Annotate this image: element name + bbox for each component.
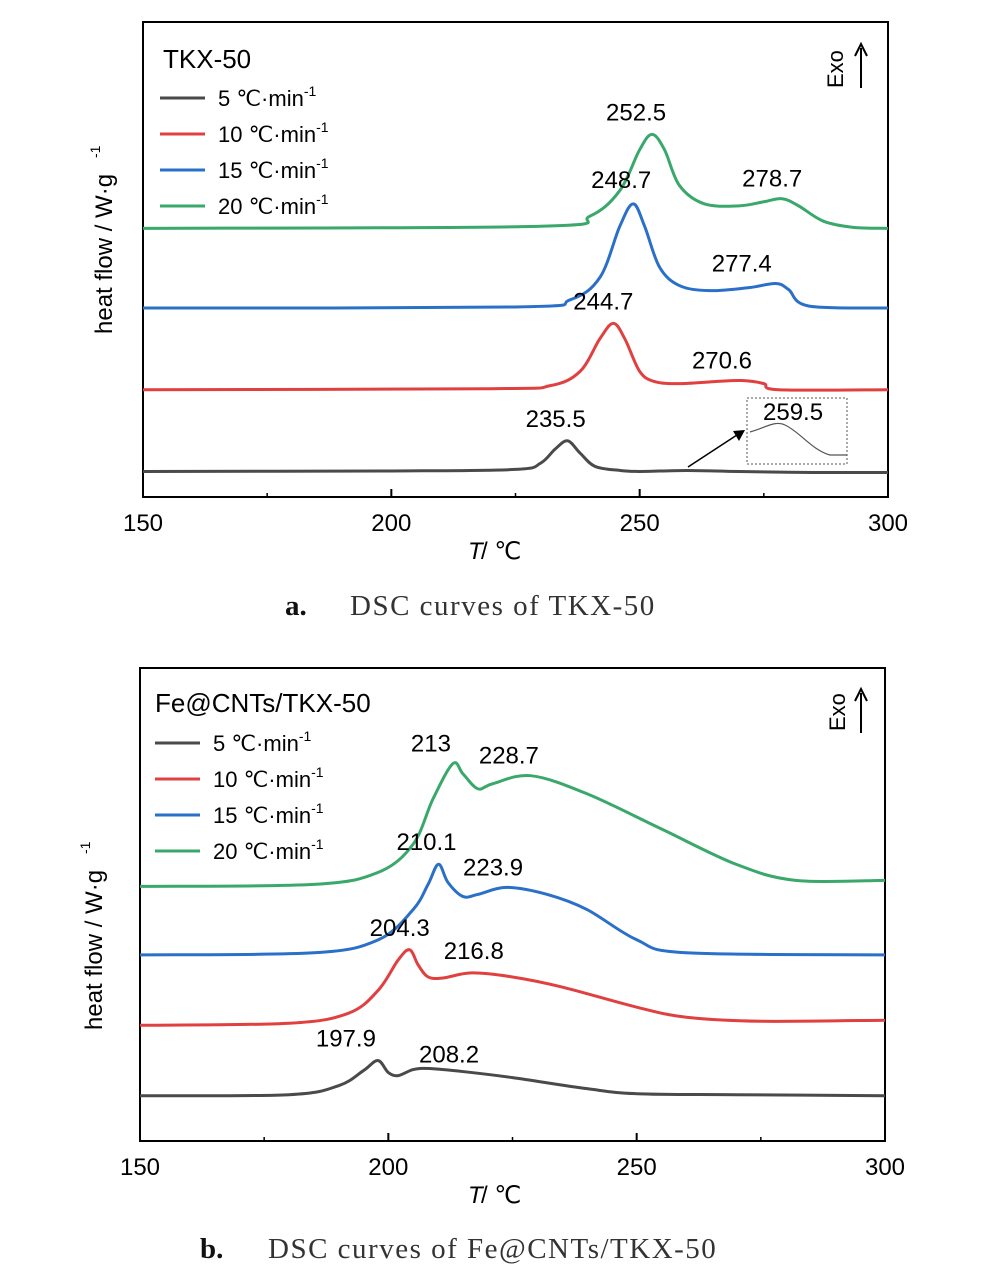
y-axis-label: heat flow / W·g -1 bbox=[77, 841, 108, 1030]
exo-arrow-head-icon bbox=[854, 41, 868, 57]
legend-entry: 15 ℃·min-1 bbox=[213, 800, 324, 828]
peak-label: 248.7 bbox=[591, 167, 651, 194]
svg-text:DSC curves of TKX-50: DSC curves of TKX-50 bbox=[350, 590, 656, 622]
x-axis-label: T / ℃ bbox=[468, 538, 521, 565]
panel-a: TKX-50 Exo 5 ℃·min-1 10 ℃·min-1 15 ℃·min-1… bbox=[87, 21, 908, 622]
caption: a. DSC curves of TKX-50 bbox=[285, 590, 656, 622]
legend-entry: 5 ℃·min-1 bbox=[218, 83, 317, 111]
peak-labels: 235.5 244.7 270.6 248.7 277.4 252.5 278.7 bbox=[526, 99, 803, 432]
chart-title: Fe@CNTs/TKX-50 bbox=[155, 688, 371, 718]
svg-text:heat flow / W·g: heat flow / W·g bbox=[91, 174, 118, 334]
svg-text:-1: -1 bbox=[87, 145, 103, 158]
svg-text:DSC curves of Fe@CNTs/TKX-50: DSC curves of Fe@CNTs/TKX-50 bbox=[268, 1233, 717, 1265]
svg-text:T: T bbox=[468, 1182, 485, 1209]
x-axis-ticks: 150 200 250 300 bbox=[120, 1133, 905, 1181]
exo-arrow-head-icon bbox=[854, 686, 868, 702]
series-line-3 bbox=[139, 862, 886, 957]
series-line-3 bbox=[142, 202, 889, 310]
peak-label: 197.9 bbox=[316, 1025, 376, 1052]
inset-pointer-head-icon bbox=[733, 430, 745, 441]
series-line-4 bbox=[142, 132, 889, 230]
exo-indicator: Exo bbox=[825, 686, 868, 733]
svg-text:/ ℃: / ℃ bbox=[481, 538, 521, 565]
inset-box: 259.5 bbox=[687, 397, 848, 468]
inset-frame bbox=[746, 397, 848, 465]
series-line-2 bbox=[139, 948, 886, 1027]
peak-label: 216.8 bbox=[444, 938, 504, 965]
svg-text:heat flow / W·g: heat flow / W·g bbox=[81, 870, 108, 1030]
peak-label: 208.2 bbox=[419, 1042, 479, 1069]
peak-label: 223.9 bbox=[463, 854, 523, 881]
x-tick-label: 200 bbox=[368, 1154, 408, 1181]
x-tick-label: 250 bbox=[620, 510, 660, 537]
exo-label: Exo bbox=[825, 693, 850, 731]
legend-entry: 10 ℃·min-1 bbox=[213, 764, 324, 792]
legend: 5 ℃·min-1 10 ℃·min-1 15 ℃·min-1 20 ℃·min-1 bbox=[155, 728, 324, 864]
peak-label: 252.5 bbox=[606, 99, 666, 126]
x-tick-label: 200 bbox=[371, 510, 411, 537]
inset-pointer-line bbox=[687, 432, 741, 468]
curves bbox=[139, 761, 886, 1098]
exo-indicator: Exo bbox=[823, 41, 868, 88]
peak-label: 213 bbox=[411, 731, 451, 758]
inset-peak-label: 259.5 bbox=[763, 399, 823, 426]
peak-label: 210.1 bbox=[396, 829, 456, 856]
x-tick-label: 300 bbox=[868, 510, 908, 537]
legend-entry: 10 ℃·min-1 bbox=[218, 119, 329, 147]
curves bbox=[142, 132, 889, 475]
legend-entry: 5 ℃·min-1 bbox=[213, 728, 312, 756]
peak-label: 235.5 bbox=[526, 406, 586, 433]
series-line-2 bbox=[142, 321, 889, 392]
legend-entry: 20 ℃·min-1 bbox=[213, 836, 324, 864]
legend-entry: 20 ℃·min-1 bbox=[218, 191, 329, 219]
series-line-4 bbox=[139, 761, 886, 888]
legend-entry: 15 ℃·min-1 bbox=[218, 155, 329, 183]
peak-labels: 197.9 208.2 204.3 216.8 210.1 223.9 213 228.7 bbox=[316, 731, 539, 1069]
peak-label: 270.6 bbox=[692, 348, 752, 375]
peak-label: 278.7 bbox=[742, 166, 802, 193]
x-axis-label: T / ℃ bbox=[468, 1182, 521, 1209]
caption: b. DSC curves of Fe@CNTs/TKX-50 bbox=[200, 1233, 717, 1265]
peak-label: 244.7 bbox=[573, 288, 633, 315]
exo-label: Exo bbox=[823, 50, 848, 88]
x-tick-label: 250 bbox=[617, 1154, 657, 1181]
inset-curve bbox=[749, 422, 847, 456]
x-tick-label: 150 bbox=[123, 510, 163, 537]
chart-title: TKX-50 bbox=[163, 44, 251, 74]
svg-text:a.: a. bbox=[285, 590, 307, 622]
peak-label: 228.7 bbox=[479, 743, 539, 770]
peak-label: 204.3 bbox=[370, 915, 430, 942]
x-tick-label: 150 bbox=[120, 1154, 160, 1181]
legend: 5 ℃·min-1 10 ℃·min-1 15 ℃·min-1 20 ℃·min-1 bbox=[160, 83, 329, 219]
svg-text:T: T bbox=[468, 538, 485, 565]
svg-text:/ ℃: / ℃ bbox=[481, 1182, 521, 1209]
x-tick-label: 300 bbox=[865, 1154, 905, 1181]
series-line-1 bbox=[142, 439, 889, 475]
panel-b: Fe@CNTs/TKX-50 Exo 5 ℃·min-1 10 ℃·min-1 15… bbox=[77, 667, 905, 1265]
svg-text:b.: b. bbox=[200, 1233, 223, 1265]
series-line-1 bbox=[139, 1058, 886, 1098]
y-axis-label: heat flow / W·g -1 bbox=[87, 145, 118, 334]
x-axis-ticks: 150 200 250 300 bbox=[123, 489, 908, 537]
peak-label: 277.4 bbox=[712, 251, 772, 278]
svg-text:-1: -1 bbox=[77, 841, 93, 854]
